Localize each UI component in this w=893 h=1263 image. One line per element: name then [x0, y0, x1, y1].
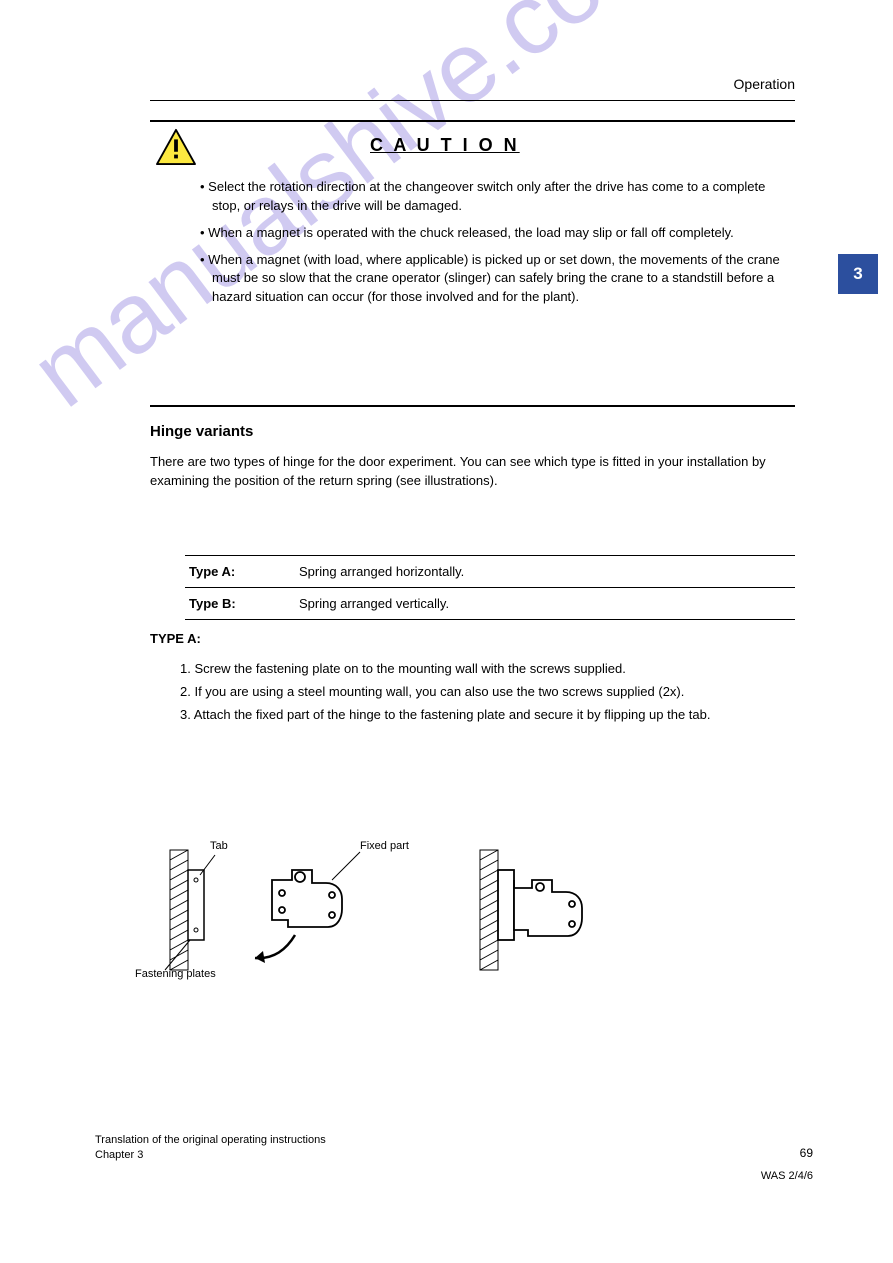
- caution-bottom-rule: [150, 405, 795, 407]
- chapter-tab: 3: [838, 254, 878, 294]
- footer-model: WAS 2/4/6: [761, 1170, 813, 1182]
- step-item: 1. Screw the fastening plate on to the m…: [180, 660, 795, 679]
- caution-item: Select the rotation direction at the cha…: [200, 178, 795, 216]
- caution-heading: C A U T I O N: [370, 135, 520, 156]
- caution-item: When a magnet is operated with the chuck…: [200, 224, 795, 243]
- table-cell-type: Type A:: [185, 556, 295, 587]
- table-cell-type: Type B:: [185, 588, 295, 619]
- header-rule: [150, 100, 795, 101]
- section-heading: Hinge variants: [150, 423, 253, 440]
- footer-line1: Translation of the original operating in…: [95, 1133, 326, 1148]
- caution-top-rule: [150, 120, 795, 122]
- step-item: 2. If you are using a steel mounting wal…: [180, 683, 795, 702]
- section-body: There are two types of hinge for the doo…: [150, 453, 795, 491]
- hinge-type-table: Type A: Spring arranged horizontally. Ty…: [185, 555, 795, 620]
- type-a-heading: TYPE A:: [150, 631, 201, 646]
- table-cell-desc: Spring arranged vertically.: [295, 588, 795, 619]
- step-item: 3. Attach the fixed part of the hinge to…: [180, 706, 795, 725]
- caution-icon: [155, 128, 197, 171]
- footer-line2: Chapter 3: [95, 1148, 326, 1163]
- table-cell-desc: Spring arranged horizontally.: [295, 556, 795, 587]
- caution-list: Select the rotation direction at the cha…: [200, 178, 795, 315]
- table-row: Type B: Spring arranged vertically.: [185, 587, 795, 620]
- caution-item: When a magnet (with load, where applicab…: [200, 251, 795, 308]
- footer-left: Translation of the original operating in…: [95, 1133, 326, 1163]
- figure-label-fixed: Fixed part: [360, 840, 409, 852]
- figure-label-plate: Fastening plates: [135, 968, 216, 980]
- figure-label-tab: Tab: [210, 840, 228, 852]
- hinge-figure: Tab Fixed part Fastening plates: [150, 840, 800, 1000]
- footer-page-number: 69: [800, 1146, 813, 1160]
- table-row: Type A: Spring arranged horizontally.: [185, 555, 795, 587]
- type-a-steps: 1. Screw the fastening plate on to the m…: [180, 660, 795, 729]
- page-header-title: Operation: [734, 76, 795, 92]
